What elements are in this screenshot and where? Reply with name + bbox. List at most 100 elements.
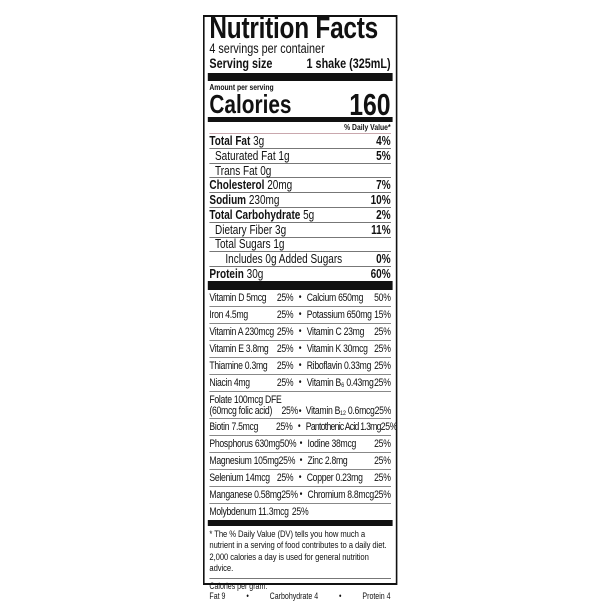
- vitamin-item: Vitamin D 5mcg 25%: [209, 292, 293, 304]
- vitamin-name: Molybdenum 11.3mcg: [209, 505, 289, 518]
- thick-divider: [207, 519, 393, 526]
- vitamin-name-line: Folate 100mcg DFE: [209, 393, 282, 406]
- nutrient-row: Saturated Fat 1g 5%: [209, 147, 391, 163]
- vitamin-row: Magnesium 105mg 25% • Zinc 2.8mg 25%: [209, 453, 391, 470]
- nutrient-name: Sodium 230mg: [209, 193, 279, 207]
- bullet: •: [298, 343, 302, 355]
- calories-value: 160: [349, 87, 391, 122]
- nutrient-daily-value: 2%: [376, 207, 391, 222]
- vitamin-item: Potassium 650mg 15%: [307, 309, 391, 321]
- vitamin-name: Phosphorus 630mg: [209, 437, 280, 450]
- vitamin-daily-value: 25%: [278, 454, 296, 467]
- nutrient-daily-value: 7%: [376, 178, 391, 193]
- bullet: •: [246, 590, 249, 601]
- carbohydrate-calories: Carbohydrate 4: [269, 590, 319, 601]
- vitamin-row: Molybdenum 11.3mcg 25%: [209, 504, 390, 520]
- nutrient-daily-value: 11%: [371, 222, 391, 237]
- nutrient-label: Protein: [209, 267, 244, 282]
- bullet: •: [298, 405, 302, 417]
- vitamin-daily-value: 25%: [291, 505, 309, 518]
- vitamin-name: Copper 0.23mg: [306, 471, 363, 484]
- vitamin-item: Folate 100mcg DFE (60mcg folic acid) 25%: [209, 393, 298, 417]
- vitamin-name: Pantothenic Acid 1.3mg: [305, 420, 382, 433]
- calories-per-gram-label: Calories per gram:: [209, 580, 268, 591]
- bullet: •: [299, 455, 303, 467]
- bullet: •: [339, 590, 342, 601]
- vitamin-name: Vitamin D 5mcg: [209, 291, 267, 304]
- vitamin-daily-value: 25%: [276, 420, 293, 433]
- vitamin-item: Pantothenic Acid 1.3mg 25%: [305, 420, 398, 433]
- vitamin-item: Phosphorus 630mg 50%: [209, 437, 296, 450]
- vitamin-item: Vitamin A 230mcg 25%: [209, 326, 293, 338]
- nutrient-name: Total Carbohydrate 5g: [209, 208, 314, 222]
- vitamin-item: Magnesium 105mg 25%: [209, 454, 296, 467]
- vitamin-item: Iron 4.5mg 25%: [209, 309, 293, 321]
- vitamin-item: Biotin 7.5mcg 25%: [209, 421, 292, 433]
- nutrient-name: Protein 30g: [209, 267, 263, 281]
- footnote: * The % Daily Value (DV) tells you how m…: [209, 526, 391, 579]
- vitamin-row: Vitamin A 230mcg 25% • Vitamin C 23mg 25%: [209, 324, 391, 341]
- vitamin-name: Calcium 650mg: [306, 291, 364, 304]
- nutrient-amount: 3g: [275, 222, 287, 237]
- vitamin-name: Folate 100mcg DFE (60mcg folic acid): [209, 393, 282, 417]
- vitamin-item: Iodine 38mcg 25%: [308, 438, 391, 450]
- vitamin-row: Folate 100mcg DFE (60mcg folic acid) 25% • V…: [209, 392, 392, 419]
- vitamin-name: Niacin 4mg: [209, 376, 250, 389]
- vitamin-daily-value: 25%: [374, 471, 391, 484]
- vitamin-daily-value: 25%: [276, 291, 294, 304]
- nutrient-name: Cholesterol 20mg: [209, 178, 292, 192]
- bullet: •: [298, 309, 302, 321]
- nutrient-label: Dietary Fiber: [215, 222, 273, 237]
- vitamin-name: Manganese 0.58mg: [209, 488, 282, 501]
- nutrient-name: Total Fat 3g: [209, 134, 264, 148]
- vitamin-name: Vitamin A 230mcg: [209, 325, 274, 338]
- vitamin-daily-value: 25%: [374, 404, 392, 417]
- vitamin-item: Vitamin K 30mcg 25%: [307, 343, 391, 355]
- medium-divider: [207, 117, 393, 122]
- nutrient-amount: 1g: [273, 237, 285, 252]
- thick-divider: [207, 73, 393, 81]
- vitamin-row: Thiamine 0.3mg 25% • Riboflavin 0.33mg 25%: [209, 358, 391, 375]
- bullet: •: [298, 326, 302, 338]
- vitamin-row: Niacin 4mg 25% • Vitamin B₆ 0.43mg 25%: [209, 375, 391, 392]
- bullet: •: [299, 438, 303, 450]
- vitamin-name: Zinc 2.8mg: [307, 454, 348, 467]
- bullet: •: [298, 472, 302, 484]
- vitamin-name: Biotin 7.5mcg: [209, 420, 259, 433]
- nutrient-label: Includes 0g Added Sugars: [225, 252, 343, 267]
- nutrient-row: Includes 0g Added Sugars 0%: [209, 251, 391, 267]
- nutrient-row: Sodium 230mg 10%: [209, 192, 391, 208]
- vitamin-item: Selenium 14mcg 25%: [209, 472, 293, 484]
- nutrient-amount: 30g: [246, 267, 264, 282]
- nutrient-amount: 20mg: [267, 178, 293, 193]
- nutrient-amount: 1g: [278, 148, 290, 163]
- thick-divider: [207, 280, 393, 290]
- nutrient-label: Sodium: [209, 193, 247, 208]
- nutrient-amount: 5g: [303, 207, 315, 222]
- nutrient-daily-value: 10%: [370, 193, 391, 208]
- vitamin-name: Chromium 8.8mcg: [307, 488, 375, 501]
- serving-size: Serving size 1 shake (325mL): [209, 56, 390, 71]
- vitamin-daily-value: 25%: [281, 488, 298, 501]
- vitamin-item: Vitamin C 23mg 25%: [307, 326, 391, 338]
- vitamin-name: Riboflavin 0.33mg: [306, 359, 372, 372]
- vitamin-daily-value: 25%: [276, 471, 294, 484]
- vitamin-row: Phosphorus 630mg 50% • Iodine 38mcg 25%: [209, 436, 391, 453]
- bullet: •: [297, 421, 301, 433]
- nutrient-row: Total Carbohydrate 5g 2%: [209, 206, 391, 222]
- nutrient-daily-value: 60%: [370, 267, 391, 282]
- vitamin-name: Selenium 14mcg: [209, 471, 270, 484]
- nutrient-row: Protein 30g 60%: [209, 266, 391, 282]
- nutrient-daily-value: 0%: [376, 252, 391, 267]
- vitamin-daily-value: 25%: [276, 342, 294, 355]
- vitamin-item: Vitamin E 3.8mg 25%: [209, 343, 293, 355]
- nutrient-name: Total Sugars 1g: [209, 237, 285, 252]
- vitamin-daily-value: 25%: [374, 342, 391, 355]
- vitamin-name: Vitamin B₆ 0.43mg: [306, 376, 374, 389]
- vitamin-item: Niacin 4mg 25%: [209, 377, 293, 389]
- vitamin-item: Calcium 650mg 50%: [307, 292, 391, 304]
- nutrient-daily-value: 4%: [376, 133, 391, 148]
- fat-calories: Fat 9: [209, 590, 226, 601]
- vitamin-name: Iodine 38mcg: [307, 437, 357, 450]
- vitamin-name: Potassium 650mg: [306, 308, 372, 321]
